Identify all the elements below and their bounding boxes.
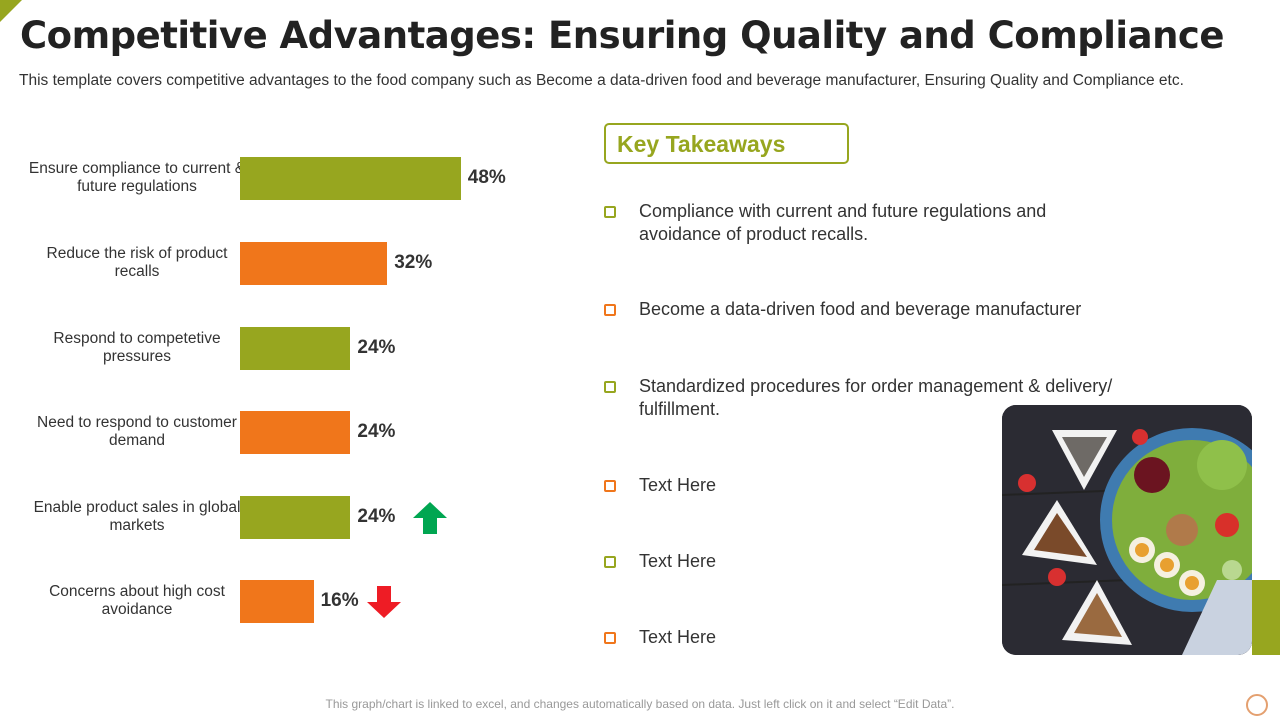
bullet-square-icon (604, 556, 616, 568)
category-label: Need to respond to customer demand (37, 414, 237, 449)
food-photo-illustration (1002, 405, 1252, 655)
takeaway-text: Text Here (639, 475, 717, 495)
page-title: Competitive Advantages: Ensuring Quality… (20, 14, 1224, 57)
bar (240, 327, 351, 370)
data-label: 48% (467, 167, 506, 188)
takeaway-text: Compliance with current and future regul… (639, 201, 1047, 244)
bar (240, 242, 388, 285)
bar (240, 411, 351, 454)
corner-decoration (0, 0, 22, 22)
category-label: Reduce the risk of product recalls (46, 245, 228, 280)
takeaway-text: Become a data-driven food and beverage m… (639, 299, 1082, 319)
data-label: 24% (357, 506, 396, 527)
circle-decoration (1246, 694, 1268, 716)
category-label: Concerns about high cost avoidance (49, 583, 225, 618)
green-accent-block (1252, 580, 1280, 655)
takeaway-text: Text Here (639, 627, 717, 647)
bar (240, 580, 314, 623)
category-label: Ensure compliance to current & future re… (28, 160, 246, 195)
bullet-square-icon (604, 381, 616, 393)
data-label: 32% (394, 252, 433, 273)
takeaway-text: Text Here (639, 551, 717, 571)
page-subtitle: This template covers competitive advanta… (19, 72, 1184, 89)
takeaway-text: Standardized procedures for order manage… (639, 376, 1113, 419)
category-label: Respond to competetive pressures (53, 330, 221, 365)
data-label: 24% (357, 421, 396, 442)
bullet-square-icon (604, 304, 616, 316)
data-label: 16% (320, 590, 359, 611)
bullet-square-icon (604, 632, 616, 644)
bar (240, 157, 461, 200)
arrow-down-icon (366, 586, 401, 618)
bullet-square-icon (604, 480, 616, 492)
bar (240, 496, 351, 539)
category-label: Enable product sales in global markets (33, 499, 241, 534)
arrow-up-icon (413, 502, 448, 534)
footer-note: This graph/chart is linked to excel, and… (325, 697, 955, 711)
food-photo (1002, 405, 1252, 655)
key-takeaways-heading: Key Takeaways (604, 123, 849, 164)
data-label: 24% (357, 337, 396, 358)
bullet-square-icon (604, 206, 616, 218)
